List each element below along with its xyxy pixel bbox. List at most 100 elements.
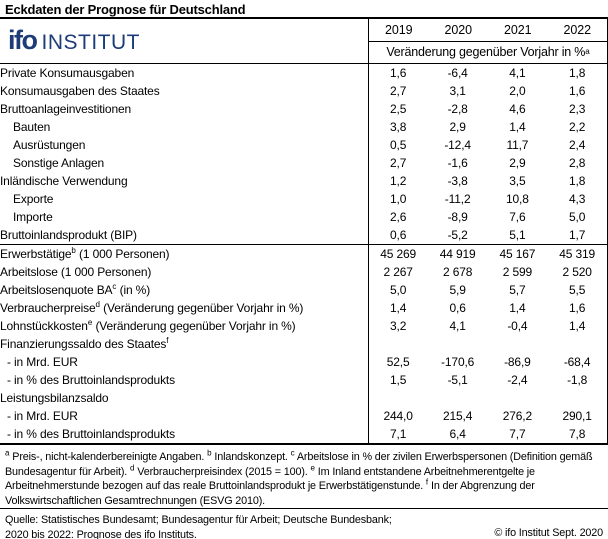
cell-value: 52,5 [386, 355, 410, 369]
cell-value: 5,0 [390, 283, 407, 297]
cell-value: 276,2 [502, 409, 533, 423]
cell-value: -2,8 [447, 102, 468, 116]
footnote-text: Im Inland entstandene Arbeitnehmerentgel… [5, 465, 535, 493]
cell-value: 11,7 [506, 138, 529, 152]
cell-value [488, 389, 548, 407]
cell-value [368, 335, 428, 353]
footnote-marker-b: b [71, 246, 76, 255]
row-label: Konsumausgaben des Staates [0, 82, 369, 100]
cell-value: 7,6 [509, 210, 526, 224]
cell-value: 1,4 [509, 301, 526, 315]
cell-value: -5,2 [447, 228, 468, 242]
cell-value: 2 520 [562, 265, 592, 279]
cell-value: -8,9 [447, 210, 468, 224]
footnote-marker-d: d [130, 463, 135, 472]
row-label: Verbraucherpreised (Veränderung gegenübe… [0, 299, 369, 317]
cell-value [547, 335, 607, 353]
source-line-2: 2020 bis 2022: Prognose des ifo Institut… [5, 528, 197, 539]
table-row: Private Konsumausgaben 1,6 -6,4 4,1 1,8 [0, 64, 607, 82]
footnote-marker-f: f [425, 477, 429, 487]
row-label: - in Mrd. EUR [0, 407, 369, 425]
cell-value: 2,9 [449, 120, 466, 134]
row-label: - in % des Bruttoinlandsprodukts [0, 425, 369, 443]
footnotes-block: a Preis-, nicht-kalenderbereinigte Angab… [0, 445, 608, 508]
footnote-marker-e: e [87, 318, 93, 327]
cell-value: 0,6 [449, 301, 466, 315]
cell-value: 5,0 [569, 210, 586, 224]
year-columns-row: 2019 2020 2021 2022 [369, 19, 607, 42]
cell-value: 2,6 [390, 210, 407, 224]
table-row: Sonstige Anlagen 2,7 -1,6 2,9 2,8 [0, 154, 607, 172]
cell-value: 1,8 [569, 174, 586, 188]
row-label: Bruttoinlandsprodukt (BIP) [0, 226, 369, 245]
cell-value: -68,4 [563, 355, 591, 369]
table-row: Leistungsbilanzsaldo [0, 389, 607, 407]
cell-value [547, 389, 607, 407]
cell-value: 1,2 [390, 174, 407, 188]
table-body: Private Konsumausgaben 1,6 -6,4 4,1 1,8 Konsu… [0, 64, 607, 443]
cell-value: 5,5 [569, 283, 586, 297]
cell-value: 4,3 [569, 192, 586, 206]
footnote-text: Preis-, nicht-kalenderbereinigte Angaben… [9, 451, 208, 463]
footnote-marker-e: e [310, 463, 315, 472]
row-label: Arbeitslose (1 000 Personen) [0, 263, 369, 281]
table-row: Bauten 3,8 2,9 1,4 2,2 [0, 118, 607, 136]
footnote-marker-a: a [5, 448, 10, 458]
year-header: 2019 [385, 22, 413, 37]
logo-cell: ifo INSTITUT [0, 19, 369, 63]
row-label: Finanzierungssaldo des Staatesf [0, 335, 369, 353]
cell-value: 4,1 [449, 319, 466, 333]
row-label: Leistungsbilanzsaldo [0, 389, 369, 407]
cell-value: 1,8 [569, 66, 586, 80]
table-row: Bruttoinlandsprodukt (BIP) 0,6 -5,2 5,1 1,7 [0, 226, 607, 245]
cell-value: 4,6 [509, 102, 526, 116]
cell-value: 3,1 [449, 84, 466, 98]
cell-value: 7,8 [569, 427, 586, 441]
unit-subheader: Veränderung gegenüber Vorjahr in % a [386, 45, 590, 60]
footnote-marker-b: b [207, 448, 212, 458]
table-row: Arbeitslosenquote BAc (in %) 5,0 5,9 5,7 5,5 [0, 281, 607, 299]
cell-value: 2,8 [569, 156, 586, 170]
cell-value: 4,1 [509, 66, 526, 80]
cell-value: 2,4 [569, 138, 586, 152]
table-row: Inländische Verwendung 1,2 -3,8 3,5 1,8 [0, 172, 607, 190]
table-row: Erwerbstätigeb (1 000 Personen) 45 269 44 … [0, 244, 607, 263]
cell-value: 1,0 [390, 192, 407, 206]
cell-value: -6,4 [447, 66, 468, 80]
cell-value: 1,5 [390, 373, 407, 387]
cell-value: 1,7 [569, 228, 586, 242]
cell-value: 5,7 [509, 283, 526, 297]
row-label: Ausrüstungen [0, 136, 369, 154]
table-row: Konsumausgaben des Staates 2,7 3,1 2,0 1,6 [0, 82, 607, 100]
table-row: Verbraucherpreised (Veränderung gegenübe… [0, 299, 607, 317]
cell-value: -1,8 [567, 373, 588, 387]
row-label: Private Konsumausgaben [0, 64, 369, 82]
table-row: Finanzierungssaldo des Staatesf [0, 335, 607, 353]
table-row: - in Mrd. EUR 244,0 215,4 276,2 290,1 [0, 407, 607, 425]
cell-value: -12,4 [444, 138, 471, 152]
row-label: Importe [0, 208, 369, 226]
unit-subheader-text: Veränderung gegenüber Vorjahr in % [386, 45, 586, 60]
cell-value: 6,4 [449, 427, 466, 441]
footnote-text: Inlandskonzept. [211, 451, 291, 463]
footnote-marker-c: c [290, 448, 295, 458]
table-row: - in % des Bruttoinlandsprodukts 7,1 6,4 7,… [0, 425, 607, 443]
source-line-1: Quelle: Statistisches Bundesamt; Bundesa… [5, 514, 392, 526]
year-header: 2020 [444, 22, 473, 37]
cell-value: -1,6 [447, 156, 468, 170]
page-title: Eckdaten der Prognose für Deutschland [5, 2, 246, 17]
cell-value: 1,6 [569, 301, 586, 315]
cell-value: 0,5 [390, 138, 407, 152]
footnote-marker-f: f [166, 336, 169, 345]
cell-value: 215,4 [442, 409, 473, 423]
row-label: - in % des Bruttoinlandsprodukts [0, 371, 369, 389]
cell-value: 2,2 [569, 120, 586, 134]
cell-value: 1,4 [569, 319, 586, 333]
cell-value: 2,9 [509, 156, 526, 170]
cell-value: 10,8 [505, 192, 529, 206]
cell-value: 45 319 [547, 244, 607, 263]
institut-logo-text: INSTITUT [41, 31, 140, 54]
row-label: Erwerbstätigeb (1 000 Personen) [0, 244, 369, 263]
cell-value: -2,4 [507, 373, 528, 387]
cell-value: 3,8 [390, 120, 407, 134]
